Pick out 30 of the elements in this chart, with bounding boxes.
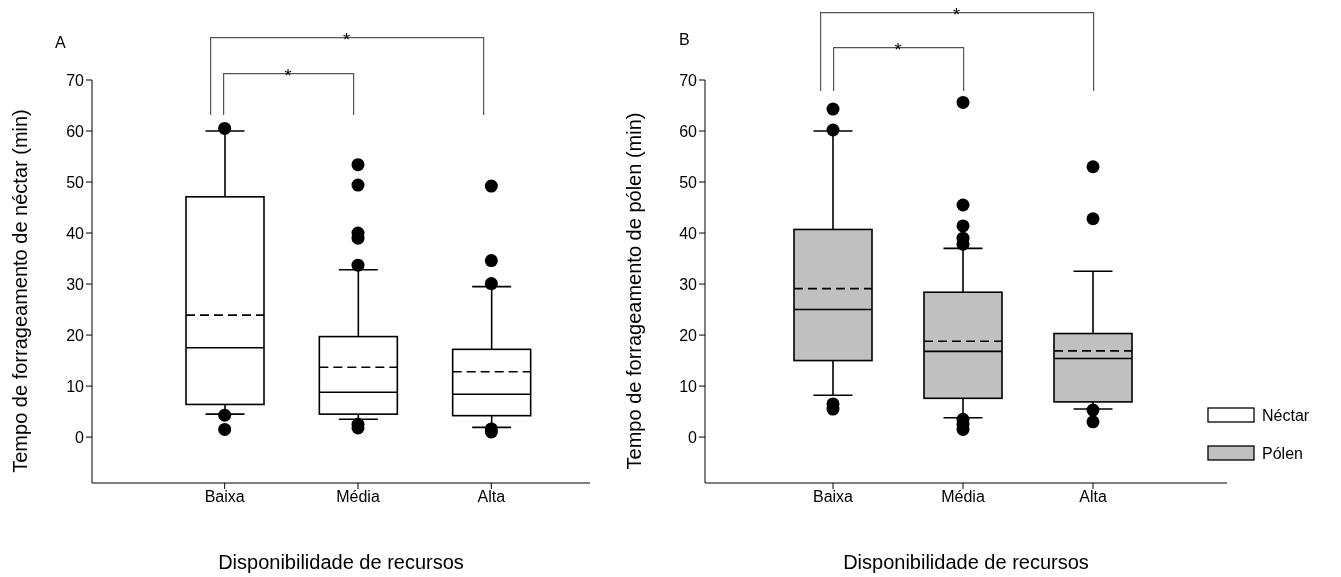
x-tick-label: Baixa — [812, 488, 854, 506]
y-tick-label: 30 — [679, 275, 698, 293]
y-axis-title: Tempo de forrageamento de néctar (min) — [9, 109, 32, 473]
x-tick-label: Média — [336, 488, 380, 506]
y-tick-label: 10 — [679, 377, 698, 395]
y-tick-label: 20 — [679, 326, 698, 344]
y-axis-title: Tempo de forrageamento de pólen (min) — [623, 112, 646, 470]
y-tick-label: 60 — [66, 122, 85, 140]
y-tick-label: 0 — [688, 428, 698, 446]
legend-label: Néctar — [1262, 407, 1310, 424]
x-axis-title: Disponibilidade de recursos — [218, 551, 464, 573]
y-tick-label: 30 — [66, 275, 85, 293]
y-tick-label: 50 — [66, 173, 85, 191]
y-tick-label: 50 — [679, 173, 698, 191]
y-tick-label: 20 — [66, 326, 85, 344]
x-axis-title: Disponibilidade de recursos — [843, 551, 1089, 573]
y-tick-label: 40 — [66, 224, 85, 242]
y-tick-label: 40 — [679, 224, 698, 242]
y-tick-label: 70 — [66, 71, 85, 89]
chart-title: A — [55, 34, 66, 51]
text: Pólen — [1262, 445, 1303, 462]
y-tick-label: 60 — [679, 122, 698, 140]
x-tick-label: Alta — [1079, 488, 1107, 506]
y-tick-label: 0 — [75, 428, 85, 446]
y-tick-label: 70 — [679, 71, 698, 89]
y-tick-label: 10 — [66, 377, 85, 395]
x-tick-label: Média — [941, 488, 985, 506]
chart-title: B — [679, 31, 690, 48]
x-tick-label: Alta — [477, 488, 506, 506]
x-tick-label: Baixa — [204, 488, 245, 506]
